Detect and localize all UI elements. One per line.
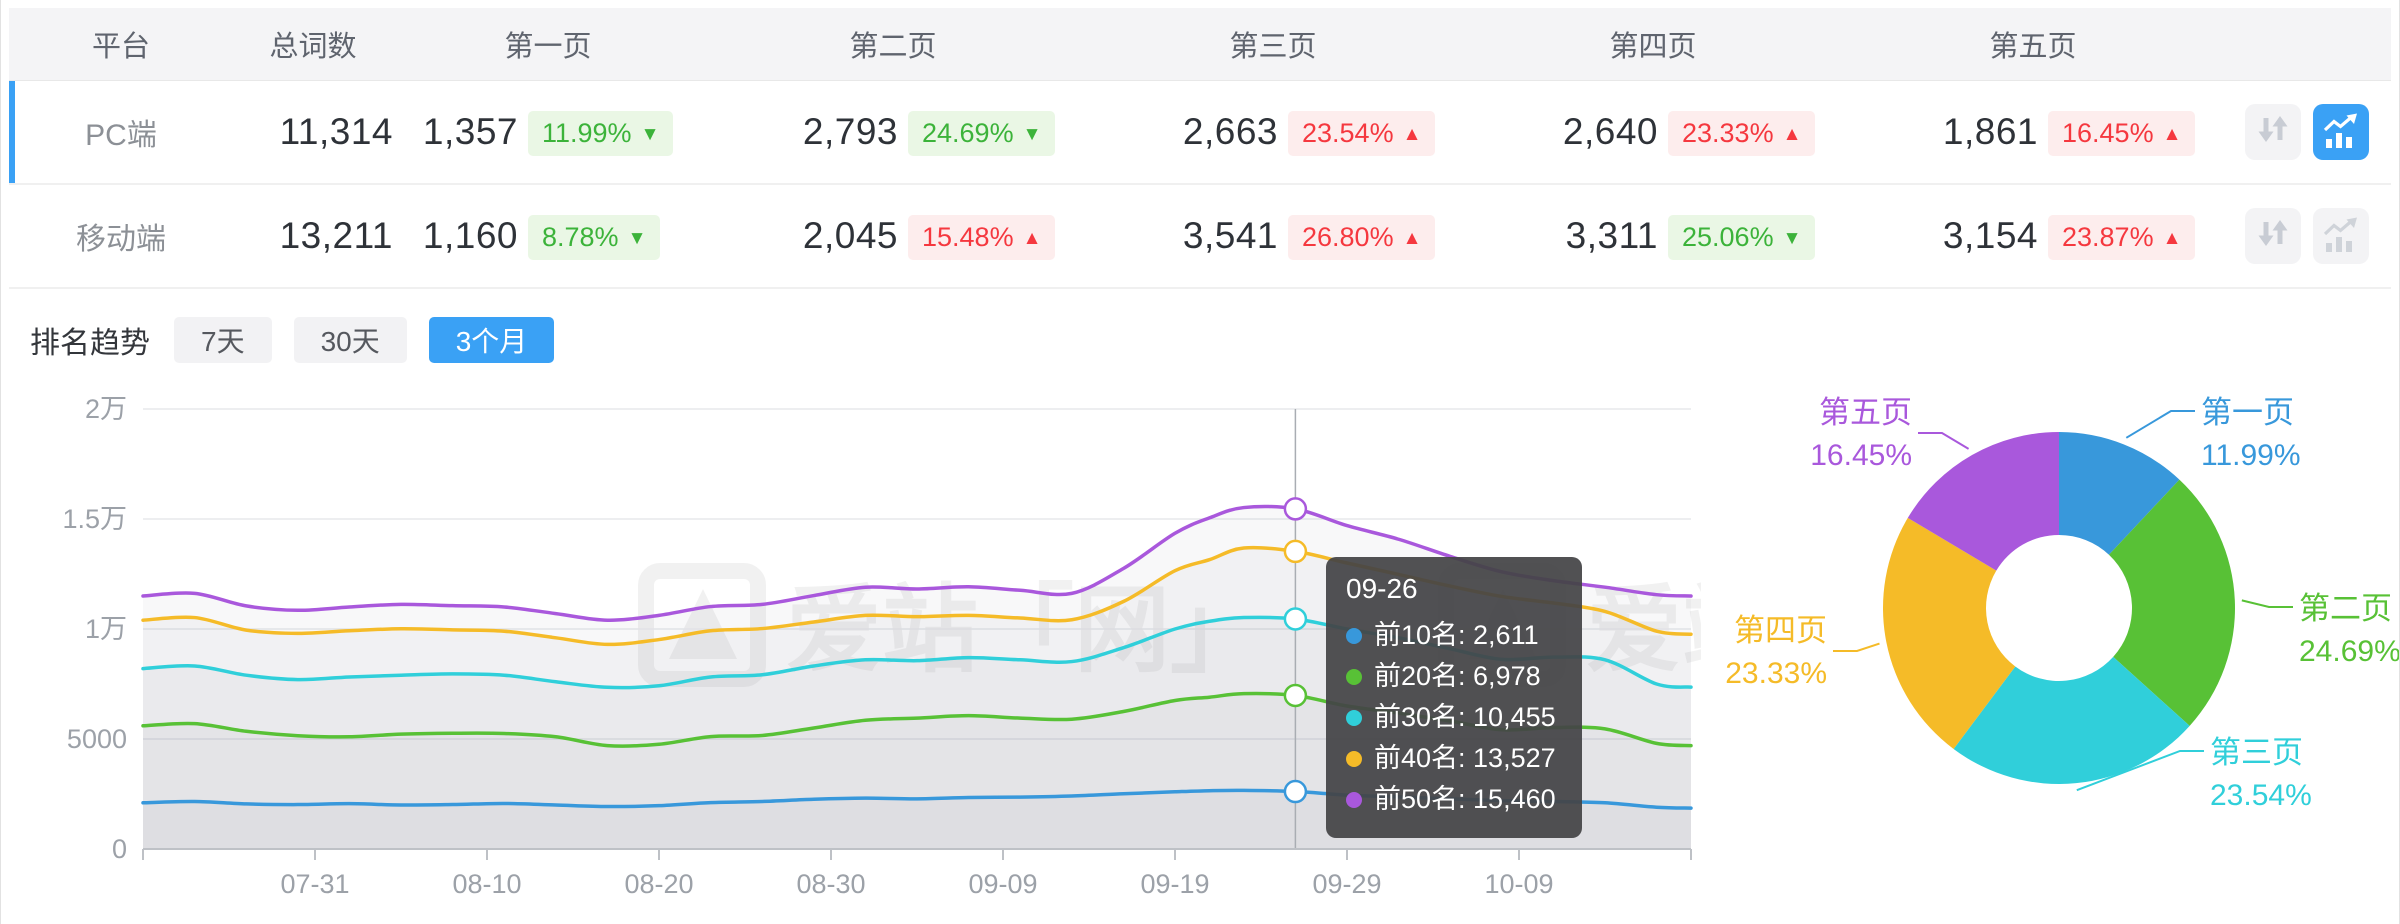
page5-change-badge: 16.45% ▲ [2048, 110, 2196, 156]
trend-up-icon: ▲ [1402, 227, 1422, 249]
svg-text:第五页: 第五页 [1819, 395, 1912, 430]
page3-count: 3,541 [1182, 215, 1278, 256]
page3-change-badge: 26.80% ▲ [1288, 214, 1436, 260]
show-trend-chart-button[interactable] [2313, 104, 2369, 160]
page2-count: 2,793 [802, 111, 898, 152]
svg-text:0: 0 [112, 834, 127, 864]
col-platform: 平台 [91, 31, 150, 63]
col-page2: 第二页 [849, 31, 937, 63]
table-header-row: 平台 总词数 第一页 第二页 第三页 第四页 第五页 [9, 8, 2391, 81]
sort-arrows-icon [2258, 220, 2288, 246]
svg-text:23.54%: 23.54% [2210, 779, 2312, 812]
rank-trend-line-chart[interactable]: 爱站「网」爱站「网」07-3108-1008-2008-3009-0909-19… [1, 371, 1701, 924]
page4-count: 3,311 [1565, 215, 1658, 256]
col-page3: 第三页 [1229, 31, 1317, 63]
sort-compare-button[interactable] [2245, 208, 2301, 264]
trend-up-icon: ▲ [1022, 227, 1042, 249]
trend-up-icon: ▲ [2162, 123, 2182, 145]
page4-change-badge: 23.33% ▲ [1668, 110, 1816, 156]
svg-text:第四页: 第四页 [1734, 613, 1827, 648]
svg-text:23.33%: 23.33% [1725, 657, 1827, 690]
page1-change-badge: 8.78% ▼ [528, 214, 661, 260]
trend-toolbar: 排名趋势 7天 30天 3个月 [30, 317, 2399, 363]
page4-count: 2,640 [1562, 111, 1658, 152]
tab-30-days[interactable]: 30天 [293, 317, 407, 363]
svg-text:5000: 5000 [67, 724, 127, 754]
col-page4: 第四页 [1609, 31, 1697, 63]
rank-table: 平台 总词数 第一页 第二页 第三页 第四页 第五页 PC端 11,314 1,… [9, 8, 2391, 289]
svg-text:09-09: 09-09 [968, 869, 1037, 899]
page2-change-badge: 15.48% ▲ [908, 214, 1056, 260]
page1-change-badge: 11.99% ▼ [528, 110, 674, 156]
sort-arrows-icon [2258, 116, 2288, 142]
col-page5: 第五页 [1989, 31, 2077, 63]
total-words-value: 13,211 [279, 215, 393, 256]
svg-text:16.45%: 16.45% [1810, 439, 1912, 472]
svg-text:1.5万: 1.5万 [62, 504, 127, 534]
page1-count: 1,357 [422, 111, 518, 152]
sort-compare-button[interactable] [2245, 104, 2301, 160]
page2-count: 2,045 [802, 215, 898, 256]
tab-7-days[interactable]: 7天 [174, 317, 272, 363]
show-trend-chart-button[interactable] [2313, 208, 2369, 264]
trend-down-icon: ▼ [1782, 227, 1802, 249]
page5-count: 3,154 [1942, 215, 2038, 256]
page2-change-badge: 24.69% ▼ [908, 110, 1056, 156]
svg-text:07-31: 07-31 [280, 869, 349, 899]
svg-text:第一页: 第一页 [2201, 395, 2294, 430]
svg-text:08-20: 08-20 [624, 869, 693, 899]
trend-chart-icon [2323, 113, 2357, 148]
tab-3-months[interactable]: 3个月 [428, 317, 555, 363]
page3-change-badge: 23.54% ▲ [1288, 110, 1436, 156]
svg-text:08-30: 08-30 [796, 869, 865, 899]
trend-up-icon: ▲ [1782, 123, 1802, 145]
page3-count: 2,663 [1182, 111, 1278, 152]
trend-section-title: 排名趋势 [30, 327, 150, 360]
trend-down-icon: ▼ [640, 123, 660, 145]
svg-text:09-29: 09-29 [1312, 869, 1381, 899]
trend-chart-icon [2323, 217, 2357, 252]
page-distribution-donut-chart[interactable]: 第一页 11.99% 第二页 24.69% 第三页 23.54% 第四页 23.33% 第五页 1… [1701, 371, 2400, 924]
page5-count: 1,861 [1942, 111, 2038, 152]
svg-text:10-09: 10-09 [1484, 869, 1553, 899]
platform-label: PC端 [85, 119, 157, 152]
trend-up-icon: ▲ [2162, 227, 2182, 249]
total-words-value: 11,314 [279, 111, 393, 152]
col-page1: 第一页 [504, 31, 592, 63]
svg-text:09-19: 09-19 [1140, 869, 1209, 899]
svg-text:2万: 2万 [85, 394, 127, 424]
table-row-pc[interactable]: PC端 11,314 1,357 11.99% ▼ 2,793 24.69% ▼ 2… [9, 81, 2391, 185]
svg-text:第二页: 第二页 [2299, 591, 2392, 626]
svg-text:第三页: 第三页 [2210, 735, 2303, 770]
platform-label: 移动端 [76, 223, 166, 256]
table-row-mobile[interactable]: 移动端 13,211 1,160 8.78% ▼ 2,045 15.48% ▲ 3,… [9, 185, 2391, 289]
svg-text:24.69%: 24.69% [2299, 635, 2400, 668]
col-total-words: 总词数 [269, 31, 357, 63]
svg-text:爱站「网」: 爱站「网」 [786, 577, 1266, 684]
page5-change-badge: 23.87% ▲ [2048, 214, 2196, 260]
svg-text:1万: 1万 [85, 614, 127, 644]
charts-area: 爱站「网」爱站「网」07-3108-1008-2008-3009-0909-19… [1, 371, 2399, 924]
svg-text:11.99%: 11.99% [2201, 439, 2301, 472]
page1-count: 1,160 [422, 215, 518, 256]
trend-up-icon: ▲ [1402, 123, 1422, 145]
page4-change-badge: 25.06% ▼ [1668, 214, 1816, 260]
svg-text:08-10: 08-10 [452, 869, 521, 899]
trend-down-icon: ▼ [627, 227, 647, 249]
trend-down-icon: ▼ [1022, 123, 1042, 145]
